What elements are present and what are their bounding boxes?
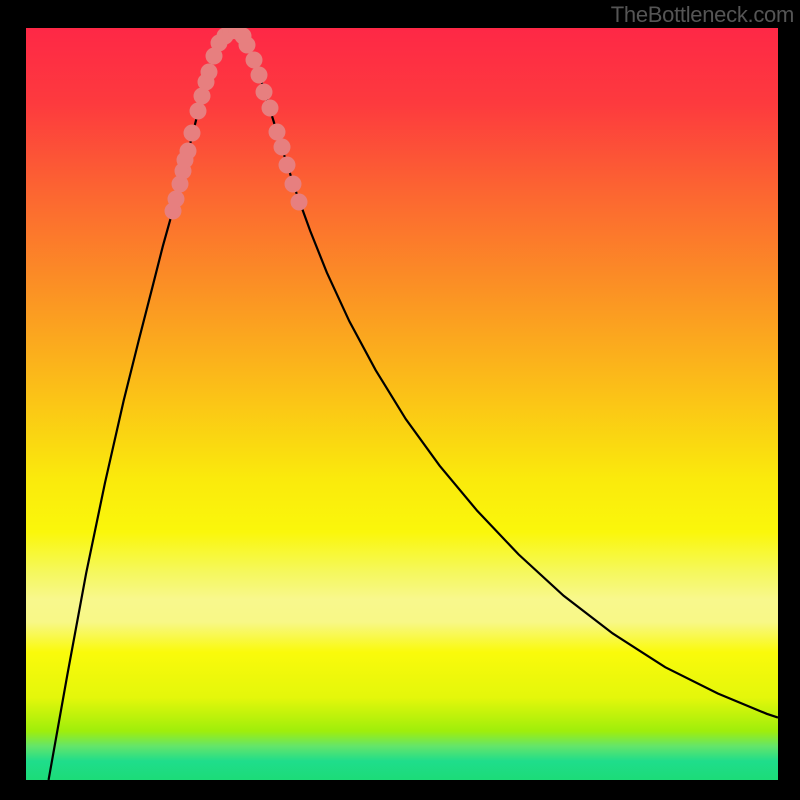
- plot-outer-frame: [0, 0, 800, 800]
- bottleneck-curve: [49, 31, 778, 780]
- watermark-text: TheBottleneck.com: [611, 0, 800, 28]
- data-marker: [273, 138, 290, 155]
- data-marker: [179, 143, 196, 160]
- data-marker: [167, 191, 184, 208]
- data-marker: [251, 67, 268, 84]
- data-marker: [239, 36, 256, 53]
- data-marker: [184, 125, 201, 142]
- data-marker: [261, 100, 278, 117]
- data-marker: [284, 175, 301, 192]
- data-marker: [190, 102, 207, 119]
- data-marker: [256, 83, 273, 100]
- curve-svg: [26, 28, 778, 780]
- data-marker: [278, 156, 295, 173]
- plot-area: [26, 28, 778, 780]
- data-marker: [200, 63, 217, 80]
- data-marker: [290, 194, 307, 211]
